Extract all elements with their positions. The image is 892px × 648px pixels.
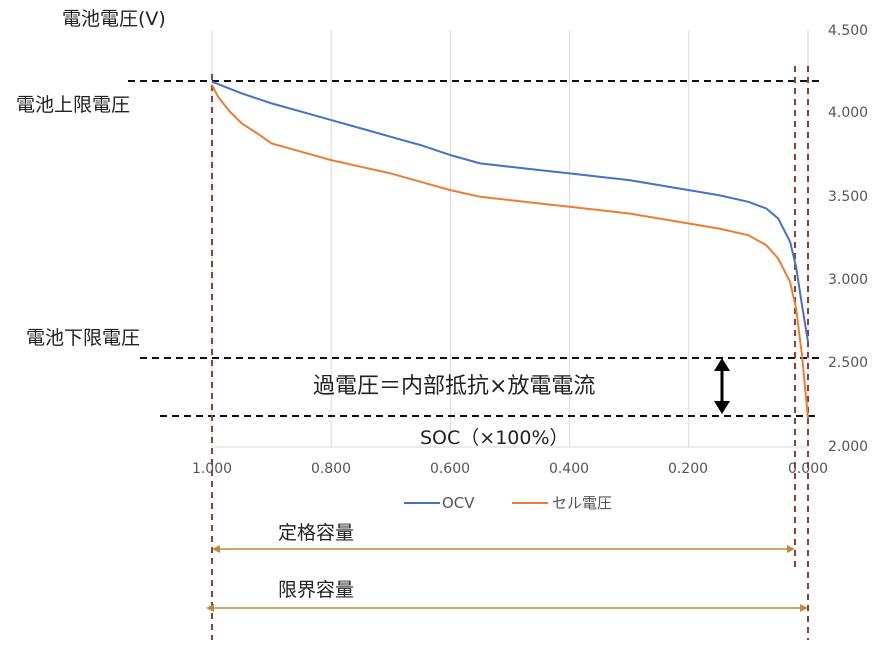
series-line-cell-voltage [211, 84, 809, 419]
y-axis-title: 電池電圧(V) [62, 8, 166, 30]
legend-label-ocv: OCV [442, 494, 475, 512]
y-tick-label: 2.000 [828, 439, 868, 455]
x-tick-label: 0.200 [668, 461, 708, 477]
x-tick-label: 0.800 [311, 461, 351, 477]
double-arrow-icon [714, 358, 730, 414]
x-tick-label: 0.000 [788, 461, 828, 477]
overvoltage-annotation: 過電圧＝内部抵抗×放電電流 [313, 374, 595, 399]
rated-capacity-label: 定格容量 [278, 522, 354, 544]
x-tick-label: 0.600 [430, 461, 470, 477]
y-tick-label: 2.500 [828, 355, 868, 371]
legend: OCV セル電圧 [404, 494, 612, 512]
series-line-ocv [211, 80, 809, 343]
x-tick-label: 0.400 [549, 461, 589, 477]
y-tick-label: 4.500 [828, 23, 868, 39]
limit-capacity-label: 限界容量 [278, 579, 354, 601]
upper-voltage-label: 電池上限電圧 [16, 94, 130, 116]
y-tick-label: 4.000 [828, 105, 868, 121]
y-tick-label: 3.500 [828, 189, 868, 205]
y-tick-label: 3.000 [828, 272, 868, 288]
x-tick-label: 1.000 [192, 461, 232, 477]
limit-capacity-arrow [206, 604, 808, 612]
lower-voltage-label: 電池下限電圧 [26, 327, 140, 349]
rated-capacity-arrow [212, 545, 795, 553]
y-tick-labels: 4.500 4.000 3.500 3.000 2.500 2.000 [828, 23, 868, 455]
series-layer [211, 80, 809, 419]
x-axis-title: SOC（×100%） [420, 427, 569, 449]
legend-label-cell-voltage: セル電圧 [552, 494, 612, 512]
x-tick-labels: 1.000 0.800 0.600 0.400 0.200 0.000 [192, 461, 828, 477]
